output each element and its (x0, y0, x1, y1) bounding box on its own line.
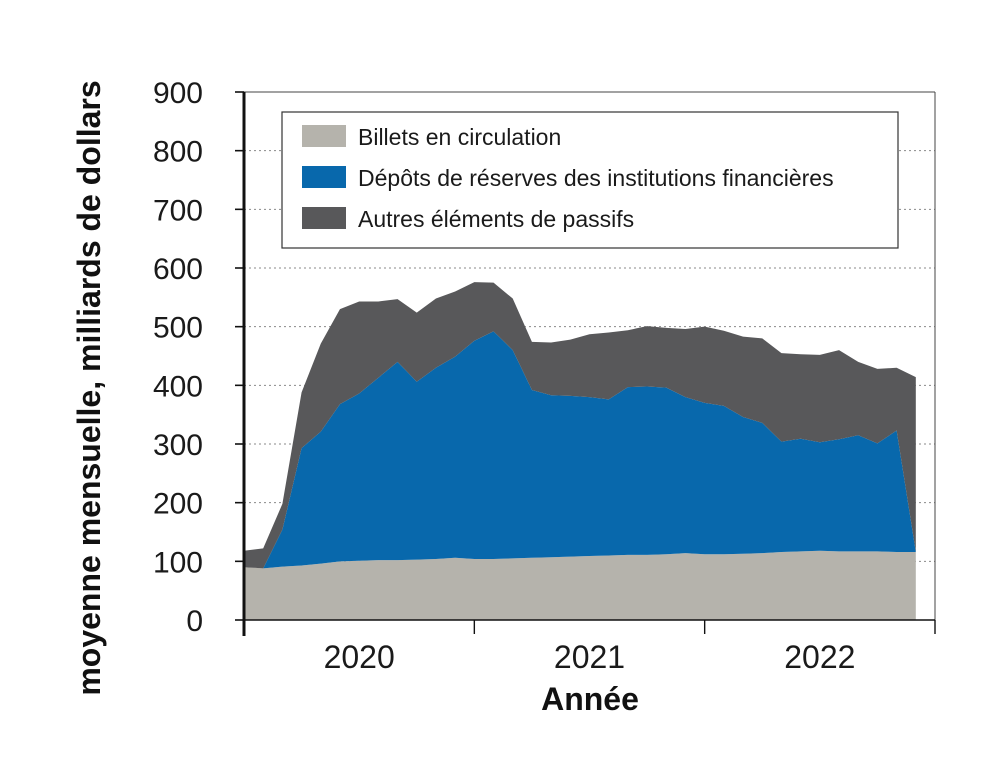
x-tick-label-2021: 2021 (554, 639, 625, 675)
legend-label-billets: Billets en circulation (358, 124, 561, 150)
y-tick-label-900: 900 (153, 77, 203, 110)
y-tick-label-200: 200 (153, 488, 203, 521)
y-tick-label-700: 700 (153, 194, 203, 227)
y-tick-label-500: 500 (153, 312, 203, 345)
y-axis-ticks: 0 100 200 300 400 500 600 700 800 900 (153, 77, 244, 638)
area-depots (244, 331, 916, 569)
legend-box (281, 111, 899, 249)
legend-label-depots: Dépôts de réserves des institutions fina… (358, 165, 834, 191)
area-autres (244, 282, 916, 569)
legend-swatch-autres (302, 207, 346, 229)
y-axis-title: moyenne mensuelle, milliards de dollars (71, 80, 107, 695)
y-tick-label-100: 100 (153, 546, 203, 579)
x-tick-label-2020: 2020 (324, 639, 395, 675)
y-tick-label-300: 300 (153, 429, 203, 462)
legend: Billets en circulation Dépôts de réserve… (281, 111, 899, 249)
x-axis-ticks: 2020 2021 2022 (324, 620, 936, 675)
area-billets (244, 550, 916, 620)
y-tick-label-0: 0 (186, 605, 203, 638)
legend-swatch-depots (302, 166, 346, 188)
y-tick-label-400: 400 (153, 370, 203, 403)
y-tick-label-600: 600 (153, 253, 203, 286)
x-tick-label-2022: 2022 (784, 639, 855, 675)
area-series (244, 282, 916, 620)
legend-swatch-billets (302, 125, 346, 147)
plot-frame (242, 91, 936, 636)
legend-label-autres: Autres éléments de passifs (358, 206, 634, 232)
y-tick-label-800: 800 (153, 136, 203, 169)
x-axis-title: Année (541, 681, 639, 717)
